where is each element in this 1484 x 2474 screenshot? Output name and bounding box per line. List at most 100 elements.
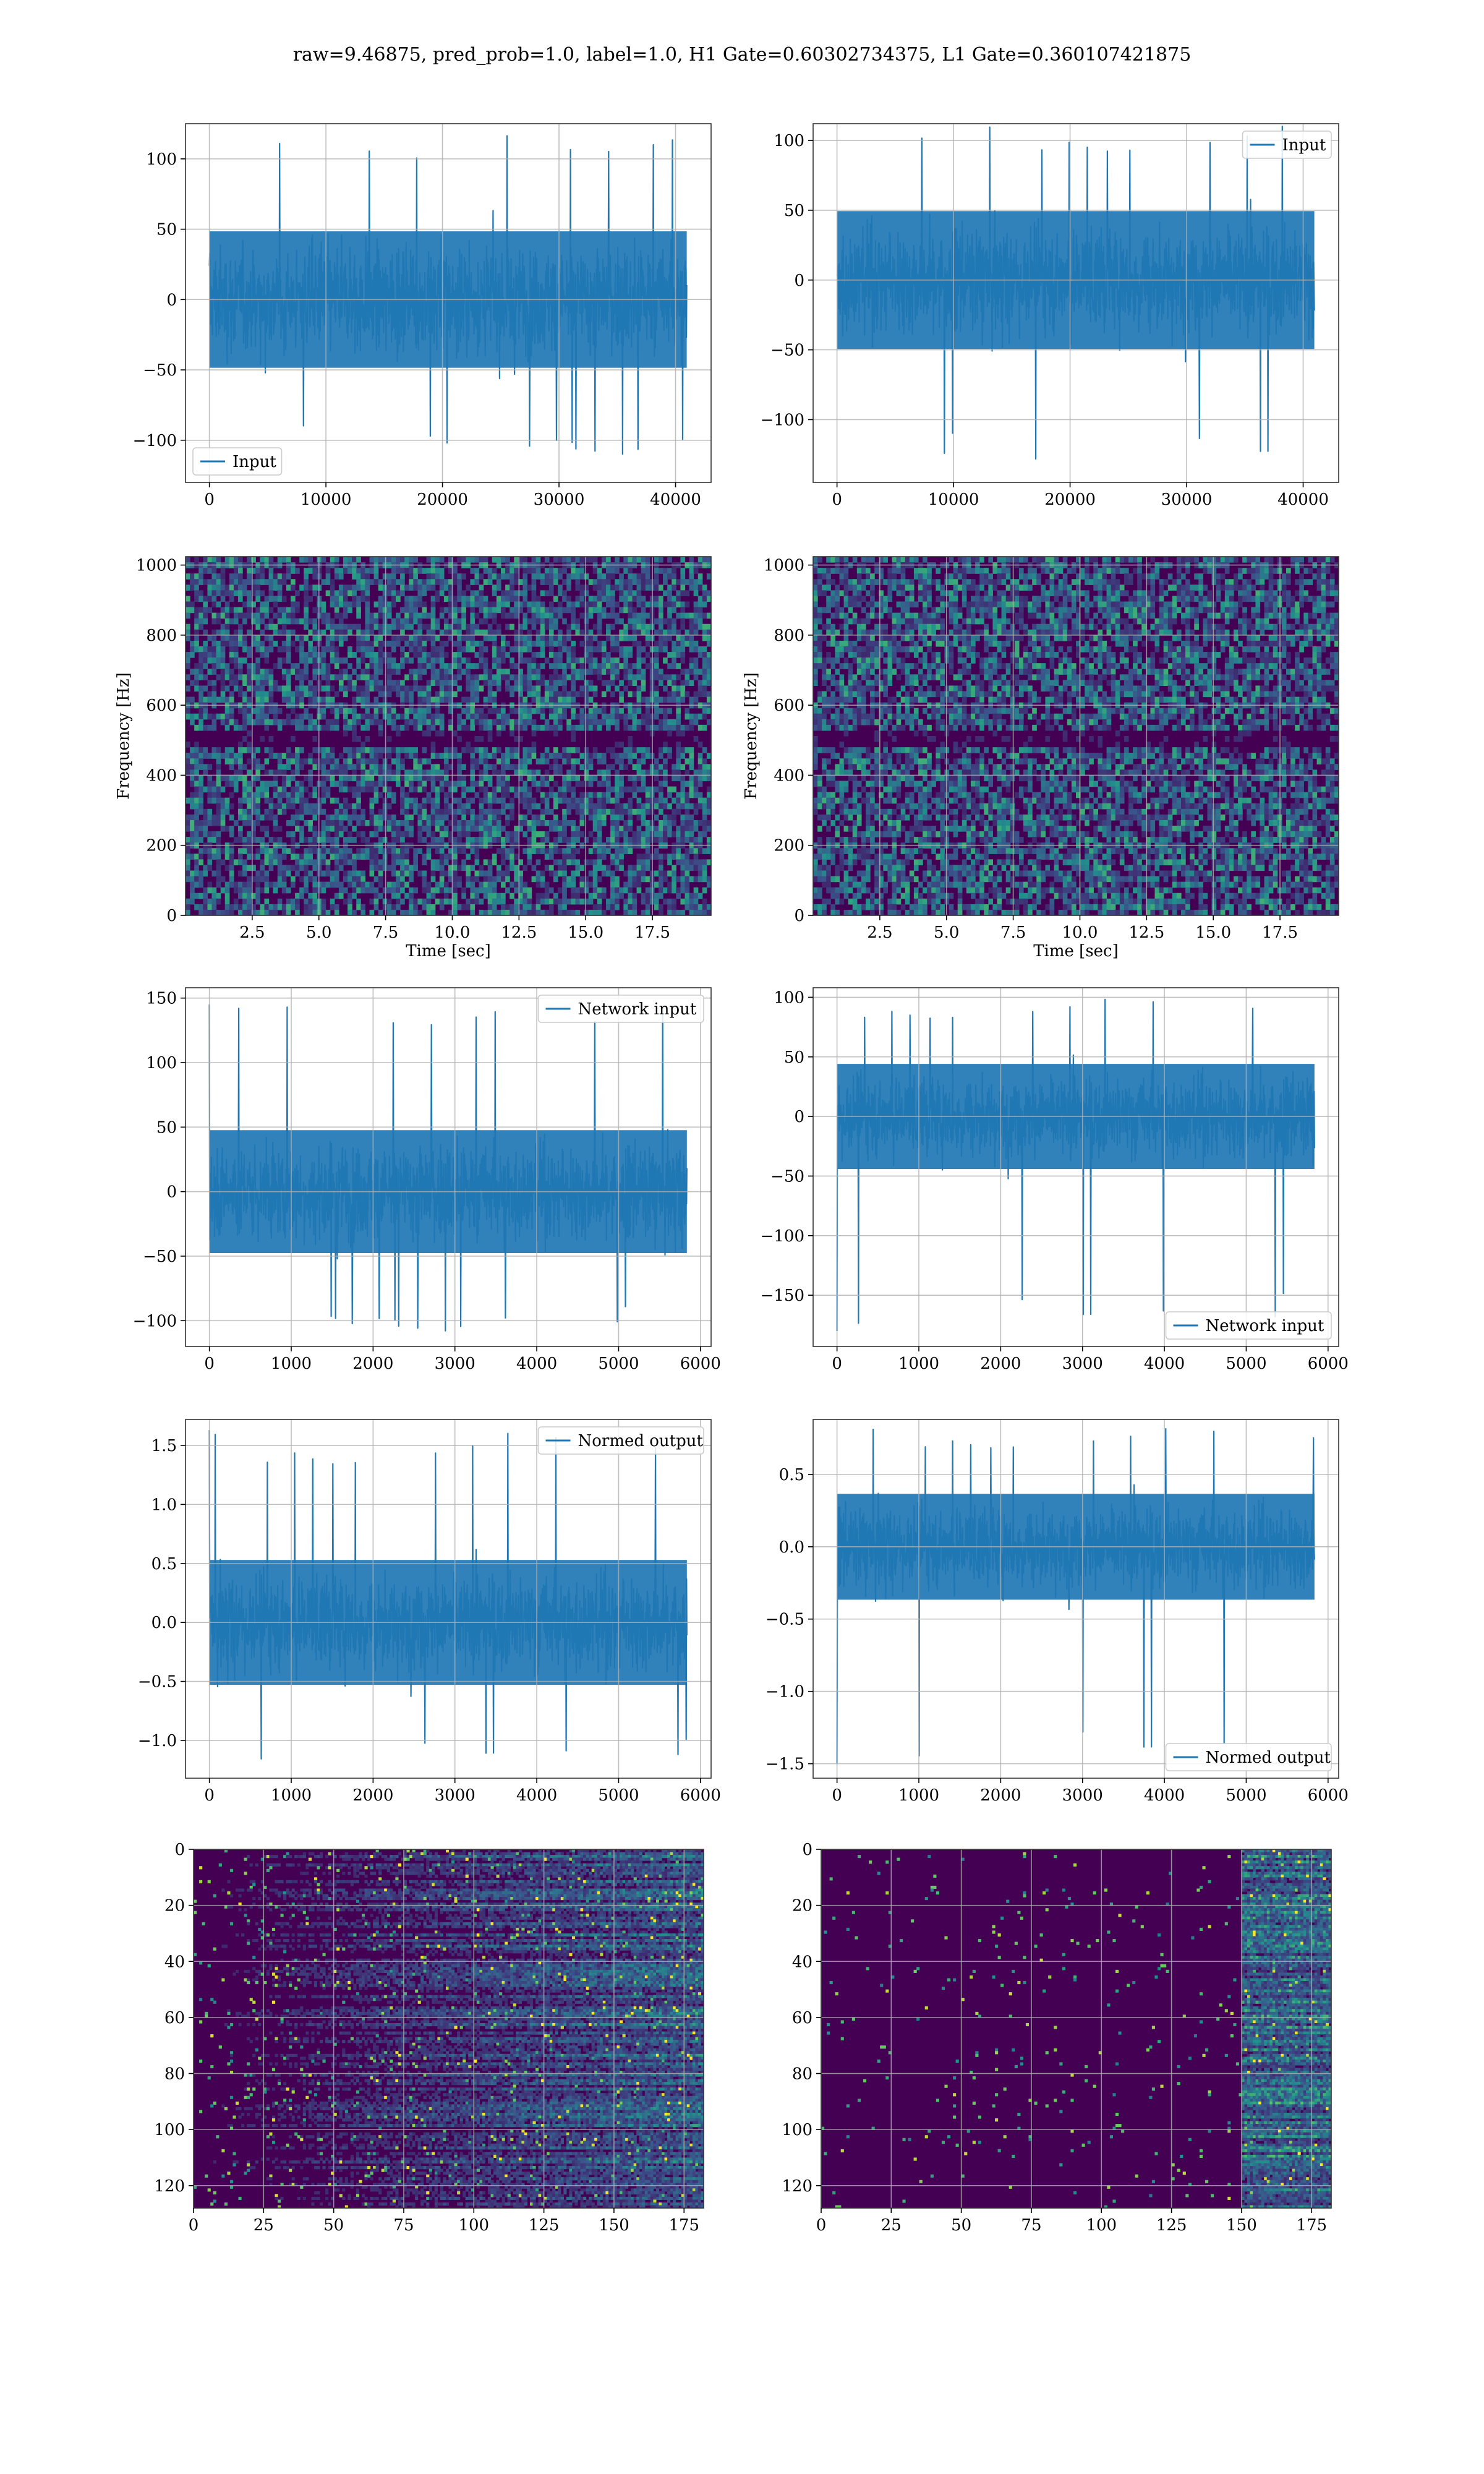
heatmap-cell bbox=[190, 881, 195, 888]
heatmap-cell bbox=[659, 820, 663, 826]
heatmap-cell bbox=[277, 646, 283, 653]
heatmap-cell bbox=[562, 557, 567, 563]
heatmap-cell bbox=[544, 590, 550, 597]
heatmap-cell bbox=[299, 814, 304, 821]
heatmap-cell bbox=[672, 607, 676, 614]
heatmap-cell bbox=[697, 892, 703, 899]
heatmap-cell bbox=[453, 607, 458, 614]
heatmap-cell bbox=[680, 623, 686, 630]
heatmap-cell bbox=[466, 898, 471, 905]
heatmap-cell bbox=[343, 797, 348, 804]
heatmap-cell bbox=[238, 848, 243, 854]
heatmap-cell bbox=[198, 669, 203, 675]
heatmap-cell bbox=[426, 652, 432, 658]
heatmap-cell bbox=[417, 837, 423, 843]
heatmap-cell bbox=[277, 865, 283, 871]
heatmap-cell bbox=[697, 865, 703, 871]
heatmap-cell bbox=[281, 640, 287, 647]
heatmap-cell bbox=[487, 607, 493, 614]
heatmap-cell bbox=[492, 635, 497, 641]
heatmap-cell bbox=[386, 898, 392, 905]
heatmap-cell bbox=[531, 797, 537, 804]
heatmap-cell bbox=[238, 831, 243, 837]
heatmap-cell bbox=[242, 691, 247, 698]
heatmap-cell bbox=[615, 826, 620, 832]
heatmap-cell bbox=[207, 691, 213, 698]
heatmap-cell bbox=[632, 708, 638, 714]
heatmap-cell bbox=[229, 646, 234, 653]
heatmap-cell bbox=[426, 792, 432, 798]
heatmap-cell bbox=[510, 607, 514, 614]
heatmap-cell bbox=[667, 870, 672, 877]
heatmap-cell bbox=[352, 764, 357, 770]
heatmap-cell bbox=[558, 657, 563, 664]
heatmap-cell bbox=[448, 612, 453, 619]
heatmap-cell bbox=[198, 590, 203, 597]
heatmap-cell bbox=[693, 657, 699, 664]
heatmap-cell bbox=[255, 870, 261, 877]
heatmap-cell bbox=[531, 826, 537, 832]
heatmap-cell bbox=[233, 724, 239, 731]
heatmap-cell bbox=[510, 865, 514, 871]
heatmap-cell bbox=[365, 590, 370, 597]
heatmap-cell bbox=[194, 781, 199, 787]
heatmap-cell bbox=[706, 640, 711, 647]
heatmap-cell bbox=[487, 753, 493, 759]
heatmap-cell bbox=[426, 775, 432, 782]
heatmap-cell bbox=[592, 876, 598, 883]
heatmap-cell bbox=[601, 814, 607, 821]
heatmap-cell bbox=[597, 584, 602, 591]
heatmap-cell bbox=[672, 814, 676, 821]
heatmap-cell bbox=[369, 646, 375, 653]
heatmap-cell bbox=[273, 640, 278, 647]
heatmap-cell bbox=[207, 837, 213, 843]
heatmap-cell bbox=[571, 680, 576, 687]
heatmap-cell bbox=[636, 803, 642, 810]
heatmap-cell bbox=[659, 596, 663, 602]
heatmap-cell bbox=[251, 865, 256, 871]
heatmap-cell bbox=[194, 892, 199, 899]
heatmap-cell bbox=[268, 680, 274, 687]
heatmap-cell bbox=[203, 568, 208, 574]
heatmap-cell bbox=[474, 870, 480, 877]
heatmap-cell bbox=[216, 814, 221, 821]
heatmap-cell bbox=[400, 898, 405, 905]
heatmap-cell bbox=[571, 792, 576, 798]
heatmap-cell bbox=[522, 685, 528, 692]
heatmap-cell bbox=[299, 859, 304, 866]
heatmap-cell bbox=[466, 635, 471, 641]
heatmap-cell bbox=[492, 640, 497, 647]
heatmap-cell bbox=[544, 808, 550, 815]
heatmap-cell bbox=[373, 898, 379, 905]
heatmap-cell bbox=[571, 646, 576, 653]
heatmap-cell bbox=[693, 837, 699, 843]
heatmap-cell bbox=[654, 708, 659, 714]
heatmap-cell bbox=[409, 568, 414, 574]
heatmap-cell bbox=[356, 792, 361, 798]
heatmap-cell bbox=[522, 584, 528, 591]
heatmap-cell bbox=[238, 892, 243, 899]
heatmap-cell bbox=[676, 724, 681, 731]
heatmap-cell bbox=[348, 719, 352, 726]
heatmap-cell bbox=[667, 792, 672, 798]
heatmap-cell bbox=[667, 696, 672, 703]
heatmap-cell bbox=[628, 618, 633, 625]
heatmap-cell bbox=[242, 887, 247, 894]
heatmap-cell bbox=[461, 596, 466, 602]
heatmap-cell bbox=[676, 747, 681, 753]
heatmap-cell bbox=[457, 607, 462, 614]
heatmap-cell bbox=[373, 764, 379, 770]
heatmap-cell bbox=[386, 848, 392, 854]
heatmap-cell bbox=[453, 601, 458, 608]
heatmap-cell bbox=[216, 646, 221, 653]
heatmap-cell bbox=[211, 657, 217, 664]
heatmap-cell bbox=[684, 747, 690, 753]
heatmap-cell bbox=[684, 724, 690, 731]
heatmap-cell bbox=[365, 674, 370, 680]
heatmap-cell bbox=[251, 579, 256, 585]
heatmap-cell bbox=[334, 820, 339, 826]
heatmap-cell bbox=[378, 775, 383, 782]
heatmap-cell bbox=[676, 831, 681, 837]
heatmap-cell bbox=[544, 887, 550, 894]
heatmap-cell bbox=[680, 584, 686, 591]
